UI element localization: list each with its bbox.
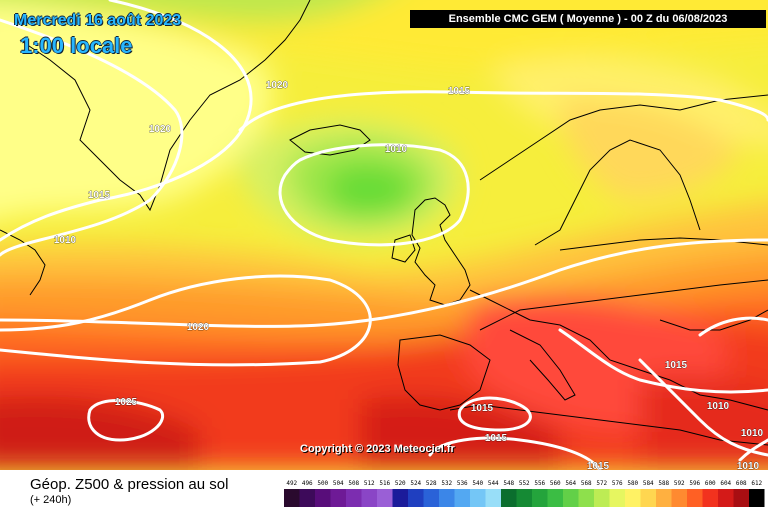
isobar-label: 1015	[471, 403, 494, 414]
legend-label: 576	[612, 480, 623, 487]
legend-swatch	[485, 489, 501, 507]
legend-swatch	[361, 489, 377, 507]
legend-label: 528	[426, 480, 437, 487]
legend-swatch	[702, 489, 718, 507]
legend-label: 604	[720, 480, 731, 487]
legend-label: 512	[364, 480, 375, 487]
model-info-banner: Ensemble CMC GEM ( Moyenne ) - 00 Z du 0…	[410, 10, 766, 28]
isobar-label: 1015	[587, 461, 610, 470]
legend-swatch	[609, 489, 625, 507]
legend-swatch	[718, 489, 734, 507]
weather-map: 1020 1020 1015 1010 1015 1010 1020 1025 1015 1015…	[0, 0, 768, 470]
legend-color-scale	[284, 489, 765, 507]
legend-swatch	[563, 489, 579, 507]
isobar-label: 1015	[665, 360, 688, 371]
legend-swatch	[578, 489, 594, 507]
legend-swatch	[377, 489, 393, 507]
isobar-label: 1010	[707, 401, 730, 412]
forecast-date: Mercredi 16 août 2023	[14, 12, 182, 29]
legend-label: 524	[410, 480, 421, 487]
legend-panel: 492 496 500 504 508 512 516 520 524 528 532 536 540 5…	[0, 470, 768, 512]
legend-swatch	[284, 489, 300, 507]
isobar-label: 1015	[485, 433, 508, 444]
isobar-label: 1015	[448, 86, 471, 97]
isobar-label: 1010	[737, 461, 760, 470]
legend-swatch	[671, 489, 687, 507]
legend-swatch	[516, 489, 532, 507]
coastlines	[0, 0, 768, 446]
legend-swatch	[330, 489, 346, 507]
legend-label: 612	[751, 480, 762, 487]
legend-label: 500	[317, 480, 328, 487]
legend-label: 540	[472, 480, 483, 487]
legend-label: 516	[379, 480, 390, 487]
legend-label: 580	[627, 480, 638, 487]
geopotential-shading	[0, 0, 768, 470]
legend-swatch	[594, 489, 610, 507]
legend-label: 564	[565, 480, 576, 487]
legend-labels: 492 496 500 504 508 512 516 520 524 528 532 536 540 5…	[286, 480, 762, 487]
legend-label: 568	[581, 480, 592, 487]
legend-swatch	[532, 489, 548, 507]
isobar-label: 1010	[385, 144, 408, 155]
forecast-time: 1:00 locale	[20, 33, 133, 58]
legend-label: 596	[689, 480, 700, 487]
isobar-labels: 1020 1020 1015 1010 1015 1010 1020 1025 1015 1015…	[54, 80, 764, 470]
legend-label: 496	[302, 480, 313, 487]
isobar-label: 1020	[149, 124, 172, 135]
legend-swatch	[315, 489, 331, 507]
legend-label: 504	[333, 480, 344, 487]
legend-swatch	[501, 489, 517, 507]
legend-label: 560	[550, 480, 561, 487]
legend-swatch	[547, 489, 563, 507]
legend-swatch	[640, 489, 656, 507]
legend-label: 556	[534, 480, 545, 487]
legend-label: 544	[488, 480, 499, 487]
legend-label: 536	[457, 480, 468, 487]
isobar-label: 1020	[187, 322, 210, 333]
legend-swatch	[733, 489, 749, 507]
legend-swatch	[299, 489, 315, 507]
legend-swatch	[423, 489, 439, 507]
legend-swatch	[346, 489, 362, 507]
legend-label: 608	[736, 480, 747, 487]
legend-swatch	[454, 489, 470, 507]
legend-label: 532	[441, 480, 452, 487]
isobar-label: 1010	[54, 235, 77, 246]
isobar-label: 1015	[88, 190, 111, 201]
legend-swatch	[625, 489, 641, 507]
copyright-notice: Copyright © 2023 Meteociel.fr	[300, 443, 455, 455]
legend-swatch	[439, 489, 455, 507]
isobar-lines	[0, 0, 768, 470]
legend-label: 492	[286, 480, 297, 487]
legend-swatch	[408, 489, 424, 507]
legend-swatch	[392, 489, 408, 507]
isobar-label: 1020	[266, 80, 289, 91]
legend-label: 572	[596, 480, 607, 487]
legend-swatch	[470, 489, 486, 507]
isobar-label: 1025	[115, 397, 138, 408]
lead-time: (+ 240h)	[30, 494, 72, 506]
legend-label: 508	[348, 480, 359, 487]
legend-label: 588	[658, 480, 669, 487]
parameter-title: Géop. Z500 & pression au sol	[30, 476, 229, 493]
legend-label: 584	[643, 480, 654, 487]
legend-label: 592	[674, 480, 685, 487]
legend-label: 548	[503, 480, 514, 487]
legend-label: 552	[519, 480, 530, 487]
legend-swatch	[687, 489, 703, 507]
legend-swatch	[749, 489, 765, 507]
isobar-label: 1010	[741, 428, 764, 439]
legend-label: 520	[395, 480, 406, 487]
legend-swatch	[656, 489, 672, 507]
legend-label: 600	[705, 480, 716, 487]
